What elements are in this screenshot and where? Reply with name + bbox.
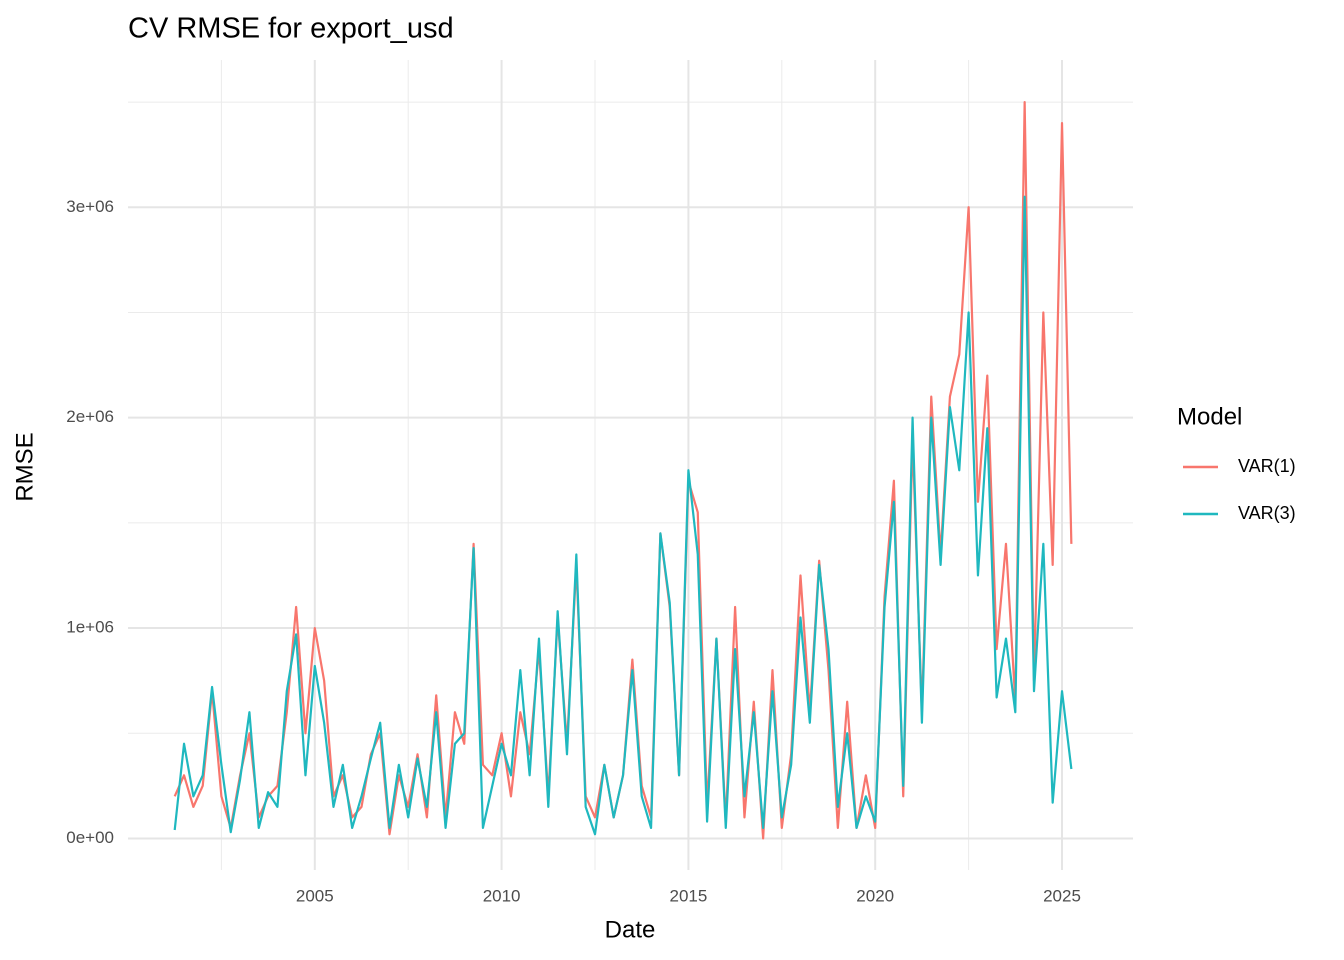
- legend-label: VAR(3): [1238, 503, 1296, 523]
- x-tick-label: 2025: [1043, 886, 1081, 905]
- x-tick-label: 2020: [856, 886, 894, 905]
- x-tick-label: 2005: [296, 886, 334, 905]
- x-axis-label: Date: [605, 916, 656, 943]
- y-tick-label: 2e+06: [66, 407, 114, 426]
- legend-title: Model: [1177, 403, 1242, 430]
- y-tick-label: 0e+00: [66, 828, 114, 847]
- series-line: [173, 195, 1073, 836]
- x-tick-label: 2015: [669, 886, 707, 905]
- chart-title: CV RMSE for export_usd: [128, 13, 454, 45]
- x-tick-label: 2010: [483, 886, 521, 905]
- legend-label: VAR(1): [1238, 456, 1296, 476]
- y-axis-label: RMSE: [11, 432, 38, 501]
- y-tick-label: 1e+06: [66, 618, 114, 637]
- y-tick-label: 3e+06: [66, 197, 114, 216]
